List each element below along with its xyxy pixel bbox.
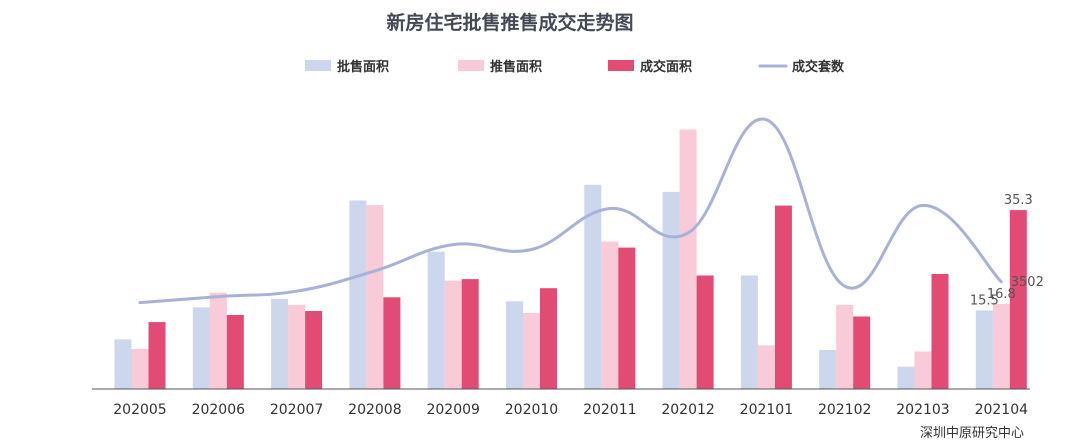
bar-批售面积-202011 — [584, 184, 602, 389]
legend-swatch-推售面积 — [458, 60, 484, 71]
bar-推售面积-202103 — [914, 351, 932, 389]
legend: 批售面积 推售面积 成交面积 成交套数 — [305, 59, 845, 75]
bar-推售面积-202008 — [366, 205, 384, 389]
bar-推售面积-202011 — [601, 241, 619, 389]
legend-label-成交面积: 成交面积 — [640, 59, 692, 75]
bar-批售面积-202102 — [819, 350, 837, 389]
data-label-批售面积-202104: 15.5 — [970, 294, 999, 309]
x-tick-label-202011: 202011 — [583, 402, 636, 418]
bar-批售面积-202103 — [897, 366, 915, 389]
x-tick-label-202104: 202104 — [975, 402, 1029, 418]
bar-推售面积-202006 — [209, 292, 227, 389]
x-tick-label-202101: 202101 — [740, 402, 793, 418]
bar-成交面积-202012 — [696, 275, 714, 389]
bar-成交面积-202009 — [461, 279, 479, 389]
x-axis-ticks: 202005 202006 202007 202008 202009 202010 2020… — [113, 402, 1028, 418]
bar-成交面积-202006 — [226, 315, 244, 389]
source-note: 深圳中原研究中心 — [920, 426, 1024, 441]
data-label-成交套数-202104: 3502 — [1011, 275, 1044, 290]
x-tick-label-202009: 202009 — [426, 402, 479, 418]
x-tick-label-202102: 202102 — [818, 402, 871, 418]
bar-批售面积-202012 — [662, 191, 680, 389]
line-layer — [138, 117, 1003, 305]
x-tick-label-202006: 202006 — [192, 402, 246, 418]
legend-label-批售面积: 批售面积 — [337, 59, 389, 75]
bar-group — [114, 129, 1027, 389]
bar-批售面积-202101 — [740, 275, 758, 389]
legend-label-推售面积: 推售面积 — [490, 59, 542, 75]
bar-批售面积-202006 — [192, 307, 210, 389]
bar-推售面积-202007 — [288, 304, 306, 389]
line-series-成交套数 — [138, 117, 1003, 305]
legend-swatch-成交面积 — [608, 60, 634, 71]
bar-成交面积-202007 — [305, 311, 323, 389]
bar-推售面积-202012 — [679, 129, 697, 389]
bar-成交面积-202102 — [853, 316, 871, 389]
data-label-成交面积-202104: 35.3 — [1004, 193, 1033, 208]
bar-批售面积-202005 — [114, 339, 132, 389]
x-tick-label-202008: 202008 — [348, 402, 401, 418]
bar-批售面积-202010 — [506, 301, 523, 389]
bar-成交面积-202010 — [540, 288, 557, 389]
bar-批售面积-202104 — [975, 310, 993, 389]
bar-推售面积-202005 — [131, 349, 149, 389]
data-labels: 15.516.8 35.3 3502 — [970, 193, 1044, 308]
data-label-推售面积-202104: 16.8 — [987, 287, 1016, 302]
x-tick-label-202010: 202010 — [505, 402, 558, 418]
x-tick-label-202007: 202007 — [270, 402, 323, 418]
bar-推售面积-202009 — [444, 280, 462, 389]
bar-成交面积-202101 — [774, 205, 792, 389]
bar-批售面积-202008 — [349, 200, 367, 389]
bar-推售面积-202101 — [757, 345, 775, 389]
chart-title: 新房住宅批售推售成交走势图 — [386, 11, 633, 34]
x-tick-label-202005: 202005 — [113, 402, 166, 418]
bar-批售面积-202007 — [271, 298, 289, 389]
bar-推售面积-202102 — [836, 304, 854, 389]
x-tick-label-202012: 202012 — [661, 402, 714, 418]
bar-批售面积-202009 — [427, 251, 445, 389]
bar-成交面积-202008 — [383, 297, 401, 389]
bar-推售面积-202104 — [992, 303, 1010, 389]
x-tick-label-202103: 202103 — [896, 402, 949, 418]
legend-swatch-批售面积 — [305, 60, 331, 71]
bar-推售面积-202010 — [523, 313, 540, 389]
bar-成交面积-202104 — [1009, 210, 1027, 389]
bar-成交面积-202011 — [618, 247, 636, 389]
legend-label-成交套数: 成交套数 — [792, 59, 845, 75]
bar-成交面积-202005 — [148, 322, 166, 389]
bar-成交面积-202103 — [931, 274, 949, 389]
